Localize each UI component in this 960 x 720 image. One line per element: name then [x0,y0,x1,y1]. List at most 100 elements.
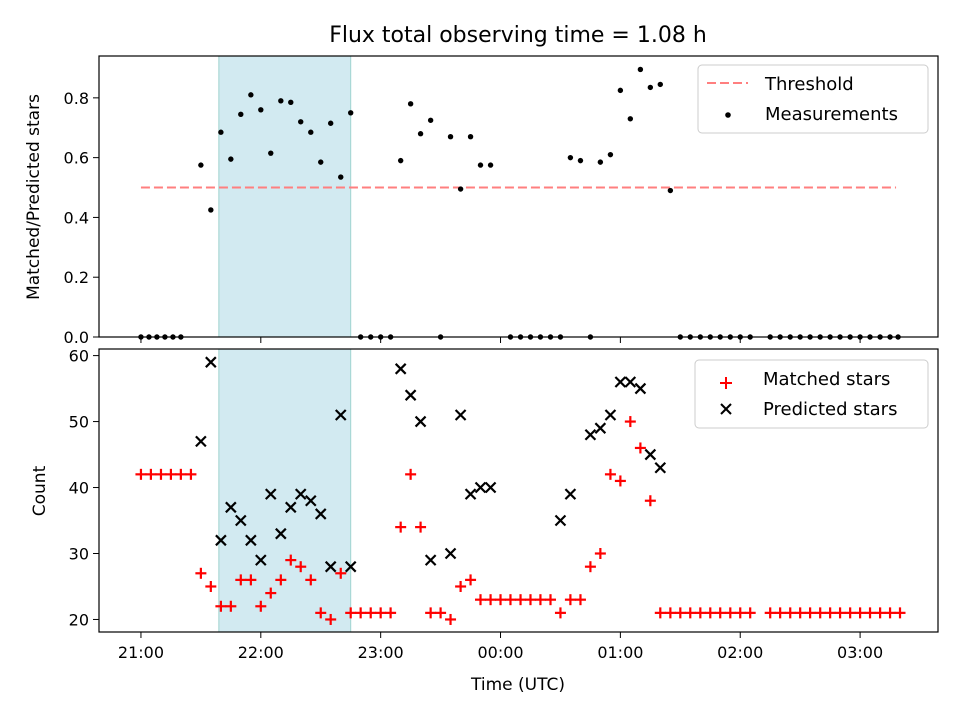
matched-star-point [504,594,516,606]
measurement-point [597,159,604,165]
matched-star-point [435,607,447,619]
y-tick-label: 0.6 [64,149,89,168]
predicted-star-point [404,389,417,401]
predicted-star-point [225,501,237,514]
matched-star-point [554,607,566,619]
chart-title: Flux total observing time = 1.08 h [329,23,707,48]
matched-star-point [534,594,546,606]
matched-star-point [405,468,417,480]
x-tick-label: 22:00 [238,643,284,662]
measurement-point [218,129,224,135]
predicted-star-point [255,554,267,566]
top-x-axis-ticks [140,337,861,343]
matched-star-point [594,547,606,559]
top-legend-box [697,64,929,134]
predicted-star-point [195,435,207,448]
matched-star-point [794,607,806,619]
measurement-point [327,120,334,126]
top-plot-frame [98,55,939,338]
y-tick-label: 20 [69,610,89,629]
matched-star-point [734,607,746,619]
matched-star-point [844,607,856,619]
measurement-point [348,110,354,116]
matched-star-point [475,594,487,606]
matched-star-point [295,561,307,573]
top-y-axis-ticks: 0.0 0.2 0.4 0.6 0.8 [64,89,99,347]
measurement-point [288,99,294,106]
measurement-point [447,134,454,140]
matched-star-point [824,607,836,619]
predicted-star-point [614,376,627,388]
predicted-stars-points [195,356,667,573]
legend-measurement-swatch [725,112,731,118]
measurement-point [417,131,424,137]
matched-star-point [545,594,557,606]
measurement-point [278,98,284,104]
bottom-y-axis-label: Count [30,465,50,516]
matched-star-point [704,607,716,619]
measurement-point [258,107,264,113]
matched-star-point [654,607,666,619]
predicted-star-point [275,527,287,540]
matched-star-point [564,594,576,606]
measurement-point [487,162,494,168]
matched-star-point [724,607,736,619]
matched-star-point [235,574,247,586]
matched-star-point [495,594,507,606]
matched-star-point [714,607,726,619]
y-tick-label: 30 [69,544,89,563]
matched-star-point [634,442,646,454]
predicted-star-point [654,461,667,474]
matched-star-point [425,607,437,619]
matched-star-point [415,521,427,533]
matched-star-point [205,580,217,592]
matched-star-point [764,607,776,619]
matched-star-point [255,600,267,612]
bottom-legend-box [694,359,929,429]
predicted-star-point [644,448,657,461]
legend-predicted-label: Predicted stars [763,399,897,420]
predicted-star-point [484,481,497,494]
matched-star-point [195,567,207,579]
matched-star-point [884,607,896,619]
matched-star-point [215,600,227,612]
predicted-star-point [604,409,617,421]
top-y-axis-label: Matched/Predicted stars [24,94,44,300]
predicted-star-point [235,514,247,527]
matched-star-point [385,607,397,619]
x-tick-label: 23:00 [358,643,404,662]
matched-star-point [305,574,317,586]
matched-star-point [894,607,906,619]
matched-star-point [485,594,497,606]
predicted-star-point [464,488,477,500]
legend-matched-label: Matched stars [763,369,890,390]
bottom-panel: 20 30 40 50 60 21:00 22:00 23:00 00:00 01:00 02:0… [30,347,939,695]
measurement-point [577,157,584,164]
matched-star-point [395,521,407,533]
predicted-star-point [424,554,437,566]
measurement-point [477,162,484,168]
matched-star-point [524,594,536,606]
matched-star-point [465,574,477,586]
y-tick-label: 60 [69,347,89,366]
bottom-legend: Matched stars Predicted stars [694,359,929,429]
y-tick-label: 40 [69,479,89,498]
measurement-point [308,129,314,135]
matched-star-point [744,607,756,619]
x-tick-label: 02:00 [717,643,763,662]
measurement-point [397,157,404,164]
predicted-star-point [594,422,607,434]
measurement-point [298,119,304,125]
bottom-plot-frame [98,348,939,633]
matched-star-point [804,607,816,619]
measurement-point [248,92,254,98]
predicted-star-point [414,415,427,428]
x-tick-label: 21:00 [118,643,164,662]
predicted-star-point [564,488,577,500]
bottom-highlight-span [218,348,352,633]
y-tick-label: 0.4 [64,208,89,227]
x-axis-label: Time (UTC) [470,675,565,695]
measurement-point [567,154,574,161]
matched-star-point [145,468,157,480]
